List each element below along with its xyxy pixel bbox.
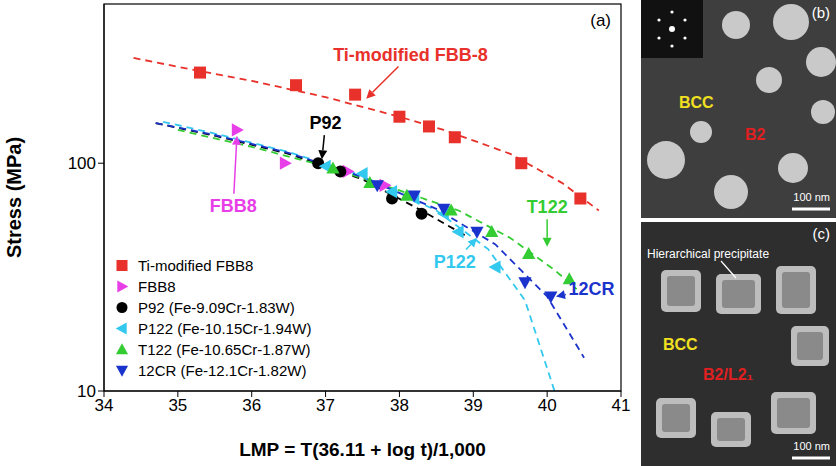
svg-text:39: 39 xyxy=(464,396,483,415)
svg-text:40: 40 xyxy=(538,396,557,415)
svg-text:Stress (MPa): Stress (MPa) xyxy=(3,137,25,258)
svg-text:(c): (c) xyxy=(813,225,831,242)
svg-text:BCC: BCC xyxy=(663,336,698,353)
svg-text:(b): (b) xyxy=(812,4,830,21)
svg-text:Ti-modified FBB-8: Ti-modified FBB-8 xyxy=(333,45,488,65)
svg-text:P122: P122 xyxy=(434,252,476,272)
svg-text:B2/L2₁: B2/L2₁ xyxy=(703,366,754,383)
svg-text:10: 10 xyxy=(77,382,96,401)
svg-text:T122: T122 xyxy=(527,197,568,217)
svg-text:37: 37 xyxy=(316,396,335,415)
svg-text:B2: B2 xyxy=(745,126,766,143)
svg-text:35: 35 xyxy=(168,396,187,415)
svg-text:41: 41 xyxy=(612,396,631,415)
svg-text:Hierarchical precipitate: Hierarchical precipitate xyxy=(647,247,769,261)
html-text:P92 (Fe-9.09Cr-1.83W): P92 (Fe-9.09Cr-1.83W) xyxy=(138,299,295,316)
svg-text:100 nm: 100 nm xyxy=(793,191,830,203)
svg-text:38: 38 xyxy=(390,396,409,415)
svg-text:P92: P92 xyxy=(310,113,342,133)
html-text:Ti-modified FBB8: Ti-modified FBB8 xyxy=(138,257,254,274)
html-text:FBB8: FBB8 xyxy=(138,278,176,295)
svg-text:100 nm: 100 nm xyxy=(793,440,830,452)
svg-text:(a): (a) xyxy=(590,11,611,30)
svg-text:100: 100 xyxy=(68,154,96,173)
svg-text:LMP = T(36.11 + log t)/1,000: LMP = T(36.11 + log t)/1,000 xyxy=(239,439,486,460)
html-text:P122 (Fe-10.15Cr-1.94W): P122 (Fe-10.15Cr-1.94W) xyxy=(138,320,312,337)
html-text:12CR (Fe-12.1Cr-1.82W): 12CR (Fe-12.1Cr-1.82W) xyxy=(138,362,307,379)
svg-text:FBB8: FBB8 xyxy=(210,196,257,216)
svg-text:36: 36 xyxy=(242,396,261,415)
html-text:T122 (Fe-10.65Cr-1.87W): T122 (Fe-10.65Cr-1.87W) xyxy=(138,341,311,358)
svg-text:BCC: BCC xyxy=(679,94,714,111)
svg-text:12CR: 12CR xyxy=(568,279,614,299)
svg-text:34: 34 xyxy=(95,396,114,415)
